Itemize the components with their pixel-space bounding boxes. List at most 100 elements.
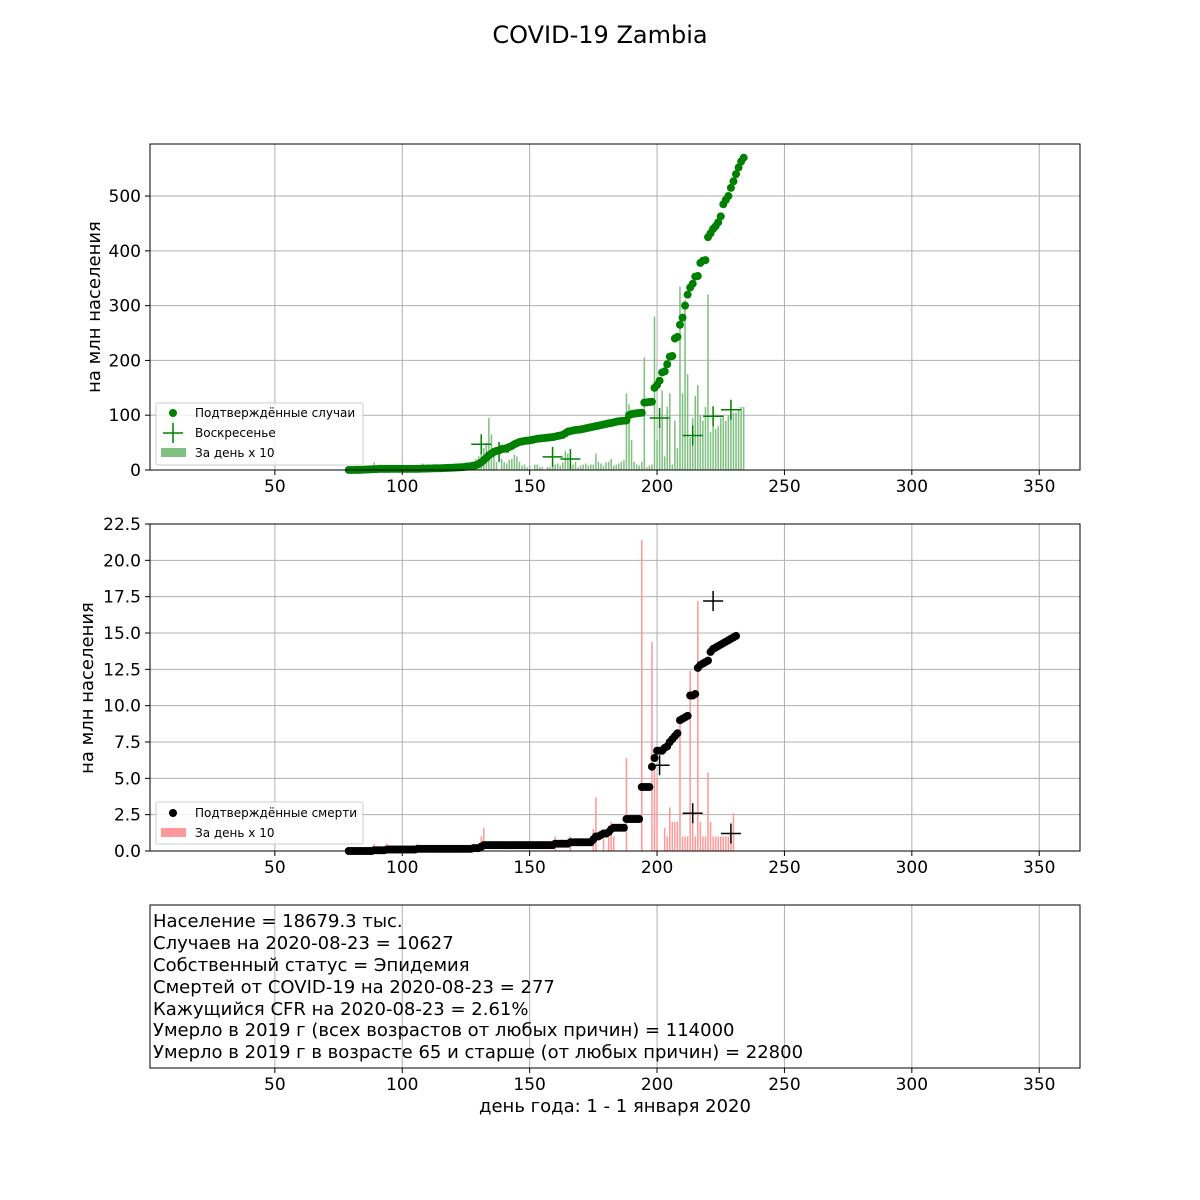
cumulative-point <box>637 408 646 417</box>
legend-cases-dot-icon <box>169 409 177 417</box>
daily-bar <box>732 813 735 851</box>
daily-bar <box>562 462 564 470</box>
daily-bar <box>651 464 653 470</box>
daily-bar <box>574 461 577 470</box>
daily-bar <box>725 836 727 851</box>
cumulative-point <box>683 711 692 720</box>
cumulative-point <box>732 631 741 640</box>
daily-bar <box>697 601 699 851</box>
cumulative-point <box>726 183 735 192</box>
y-tick-label: 12.5 <box>103 660 141 680</box>
cumulative-point <box>683 290 692 299</box>
y-tick-label: 10.0 <box>103 697 141 717</box>
daily-bar <box>612 836 615 851</box>
x-axis-label: день года: 1 - 1 января 2020 <box>479 1096 751 1117</box>
deaths-legend: Подтверждённые смерти За день x 10 <box>155 801 364 845</box>
daily-bar <box>684 300 686 470</box>
daily-bar <box>707 772 709 851</box>
daily-bar <box>602 839 605 851</box>
daily-bar <box>638 465 640 470</box>
deaths-sunday-markers <box>649 591 741 844</box>
x-tick-label: 200 <box>641 477 673 497</box>
cumulative-point <box>647 762 656 771</box>
daily-bar <box>518 461 521 470</box>
daily-bar <box>666 836 668 851</box>
cases-sunday-markers <box>471 399 741 470</box>
daily-bar <box>656 778 658 851</box>
deaths-legend-box <box>155 801 364 845</box>
sunday-marker <box>542 446 563 467</box>
sunday-marker <box>649 407 670 428</box>
cumulative-point <box>647 397 656 406</box>
cumulative-point <box>673 332 682 341</box>
daily-bar <box>730 836 732 851</box>
info-line-population: Население = 18679.3 тыс. <box>153 911 403 932</box>
legend-deaths-bar-icon <box>161 828 186 837</box>
y-tick-label: 400 <box>109 242 141 262</box>
daily-bar <box>707 294 709 470</box>
legend-sunday-plus-icon <box>163 423 183 443</box>
daily-bar <box>656 439 658 470</box>
daily-bar <box>669 393 671 470</box>
sunday-marker <box>560 449 581 470</box>
info-ticks: 50 100 150 200 250 300 350 <box>264 1068 1055 1095</box>
daily-bar <box>669 807 671 851</box>
daily-bar <box>719 417 722 470</box>
daily-bar <box>702 420 704 470</box>
daily-bar <box>595 797 597 851</box>
daily-bar <box>640 461 643 470</box>
daily-bar <box>737 409 740 470</box>
x-tick-label: 200 <box>641 858 673 878</box>
y-tick-label: 100 <box>109 406 141 426</box>
x-tick-label: 350 <box>1023 858 1055 878</box>
x-tick-label: 100 <box>386 1075 418 1095</box>
daily-bar <box>640 539 643 851</box>
x-tick-label: 300 <box>896 1075 928 1095</box>
cumulative-point <box>734 163 743 172</box>
daily-bar <box>511 459 513 470</box>
daily-bar <box>732 412 735 470</box>
sunday-marker <box>703 406 724 427</box>
cumulative-point <box>663 360 672 369</box>
y-tick-label: 20.0 <box>103 551 141 571</box>
daily-bar <box>559 465 561 470</box>
daily-bar <box>684 836 686 851</box>
cases-panel: 50 100 150 200 250 300 350 0 100 200 300 400 500 на … <box>84 143 1081 497</box>
x-tick-label: 50 <box>264 858 286 878</box>
x-tick-label: 250 <box>768 477 800 497</box>
daily-bar <box>539 467 541 470</box>
y-tick-label: 15.0 <box>103 624 141 644</box>
daily-bar <box>653 316 656 470</box>
daily-bar <box>686 836 689 851</box>
daily-bar <box>500 459 503 470</box>
daily-bar <box>483 827 485 851</box>
cumulative-point <box>704 656 712 665</box>
daily-bar <box>648 465 651 470</box>
daily-bar <box>663 827 666 851</box>
x-tick-label: 150 <box>513 1075 545 1095</box>
daily-bar <box>740 406 742 470</box>
sunday-marker <box>720 823 741 844</box>
sunday-marker <box>489 441 510 462</box>
daily-bar <box>584 463 587 470</box>
daily-bar <box>679 286 681 470</box>
daily-bar <box>742 406 745 470</box>
legend-cases-label: Подтверждённые случаи <box>195 406 355 420</box>
cumulative-point <box>675 320 684 329</box>
daily-bar <box>661 390 663 470</box>
daily-bar <box>691 821 694 851</box>
cumulative-point <box>724 192 733 201</box>
info-line-deaths-2019-65plus: Умерло в 2019 г в возрасте 65 и старше (… <box>153 1042 803 1063</box>
daily-bar <box>694 836 697 851</box>
daily-bar <box>630 439 633 470</box>
info-line-status: Собственный статус = Эпидемия <box>153 955 470 976</box>
daily-bar <box>625 757 628 851</box>
cumulative-point <box>673 729 682 738</box>
deaths-y-axis-label: на млн населения <box>77 602 98 774</box>
cumulative-point <box>645 783 654 792</box>
daily-bar <box>658 426 661 470</box>
daily-bar <box>607 836 610 851</box>
sunday-marker <box>720 399 741 420</box>
